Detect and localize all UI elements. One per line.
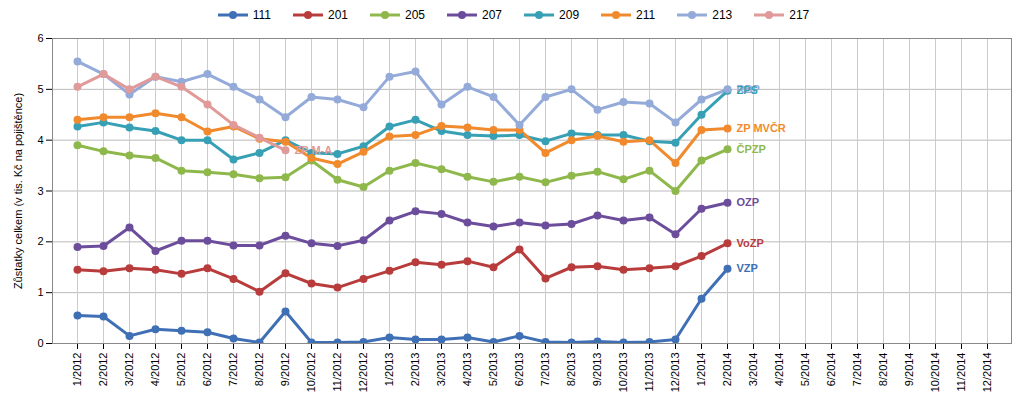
svg-text:6: 6 — [37, 32, 43, 44]
svg-text:8/2012: 8/2012 — [253, 353, 265, 387]
svg-text:4/2014: 4/2014 — [773, 353, 785, 387]
html-text:205: 205 — [405, 8, 425, 22]
svg-text:Zůstatky celkem (v tis. Kč na: Zůstatky celkem (v tis. Kč na pojištěnce… — [12, 93, 24, 289]
svg-text:12/2013: 12/2013 — [669, 353, 681, 393]
svg-text:ZP M-A: ZP M-A — [295, 144, 333, 156]
svg-text:8/2013: 8/2013 — [565, 353, 577, 387]
svg-text:6/2013: 6/2013 — [513, 353, 525, 387]
svg-text:11/2014: 11/2014 — [955, 353, 967, 392]
svg-text:4/2013: 4/2013 — [461, 353, 473, 387]
svg-text:5: 5 — [37, 83, 43, 95]
svg-text:2/2012: 2/2012 — [97, 353, 109, 387]
svg-text:12/2012: 12/2012 — [357, 353, 369, 393]
svg-text:2/2013: 2/2013 — [409, 353, 421, 387]
svg-text:3/2012: 3/2012 — [123, 353, 135, 387]
svg-text:5/2014: 5/2014 — [799, 353, 811, 387]
svg-text:11/2012: 11/2012 — [331, 353, 343, 392]
svg-text:6/2014: 6/2014 — [825, 353, 837, 387]
svg-text:2: 2 — [37, 235, 43, 247]
html-text:207: 207 — [482, 8, 502, 22]
svg-text:8/2014: 8/2014 — [877, 353, 889, 387]
html-text:209: 209 — [559, 8, 580, 22]
svg-text:3: 3 — [37, 185, 43, 197]
svg-text:1/2013: 1/2013 — [383, 353, 395, 387]
svg-text:10/2013: 10/2013 — [617, 353, 629, 393]
svg-text:3/2013: 3/2013 — [435, 353, 447, 387]
svg-text:9/2014: 9/2014 — [903, 353, 915, 387]
svg-text:11/2013: 11/2013 — [643, 353, 655, 392]
svg-text:OZP: OZP — [737, 196, 760, 208]
svg-text:7/2014: 7/2014 — [851, 353, 863, 387]
html-text:111: 111 — [252, 8, 271, 22]
svg-text:VZP: VZP — [737, 262, 758, 274]
svg-text:7/2012: 7/2012 — [227, 353, 239, 387]
svg-text:1/2012: 1/2012 — [71, 353, 83, 387]
svg-text:5/2012: 5/2012 — [175, 353, 187, 387]
svg-text:1/2014: 1/2014 — [695, 353, 707, 387]
html-text:213: 213 — [712, 8, 733, 22]
svg-text:0: 0 — [37, 337, 43, 349]
svg-text:3/2014: 3/2014 — [747, 353, 759, 387]
svg-text:9/2012: 9/2012 — [279, 353, 291, 387]
html-text:211: 211 — [636, 8, 656, 22]
svg-text:VoZP: VoZP — [737, 237, 764, 249]
svg-text:12/2014: 12/2014 — [981, 353, 993, 393]
svg-text:9/2013: 9/2013 — [591, 353, 603, 387]
svg-text:ZPS: ZPS — [737, 84, 758, 96]
svg-text:5/2013: 5/2013 — [487, 353, 499, 387]
svg-text:2/2014: 2/2014 — [721, 353, 733, 387]
svg-text:ZP MVČR: ZP MVČR — [737, 122, 786, 134]
svg-text:ČPZP: ČPZP — [737, 143, 766, 155]
svg-text:6/2012: 6/2012 — [201, 353, 213, 387]
svg-text:1: 1 — [37, 286, 43, 298]
svg-text:10/2012: 10/2012 — [305, 353, 317, 393]
svg-text:4: 4 — [37, 134, 43, 146]
html-text:217: 217 — [789, 8, 810, 22]
svg-text:4/2012: 4/2012 — [149, 353, 161, 387]
html-text:201: 201 — [328, 8, 348, 22]
svg-text:10/2014: 10/2014 — [929, 353, 941, 393]
svg-text:7/2013: 7/2013 — [539, 353, 551, 387]
